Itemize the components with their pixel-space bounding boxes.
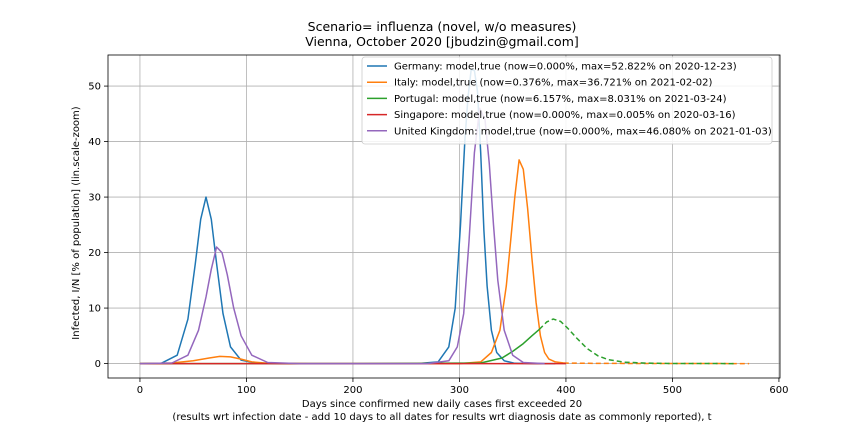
y-tick-label: 50 <box>88 82 101 93</box>
x-tick-label: 200 <box>343 385 362 396</box>
legend-entry-label: United Kingdom: model,true (now=0.000%, … <box>394 126 772 137</box>
y-axis-label: Infected, I/N [% of population] (lin.sca… <box>71 106 82 339</box>
chart-title-line1: Scenario= influenza (novel, w/o measures… <box>308 19 577 34</box>
legend-entry-label: Germany: model,true (now=0.000%, max=52.… <box>394 62 737 73</box>
y-tick-label: 40 <box>88 137 101 148</box>
series-line <box>139 328 540 365</box>
y-tick-label: 10 <box>88 304 101 315</box>
series-line <box>139 159 564 365</box>
series-forecast-line <box>538 318 737 365</box>
series-line <box>139 68 556 365</box>
x-tick-label: 600 <box>769 385 788 396</box>
legend-box <box>361 56 773 145</box>
y-tick-label: 30 <box>88 193 101 204</box>
plot-frame <box>107 54 781 379</box>
legend-entry-label: Singapore: model,true (now=0.000%, max=0… <box>394 110 736 121</box>
legend-entry-label: Portugal: model,true (now=6.157%, max=8.… <box>394 94 727 105</box>
y-axis: 0 10 20 30 40 50 <box>88 82 108 370</box>
y-tick-label: 0 <box>95 359 101 370</box>
x-tick-label: 400 <box>556 385 575 396</box>
chart-title-line2: Vienna, October 2020 [jbudzin@gmail.com] <box>305 34 579 49</box>
legend-entry-label: Italy: model,true (now=0.376%, max=36.72… <box>394 78 713 89</box>
series-forecast-line <box>563 362 750 365</box>
series-group <box>139 68 750 365</box>
legend: Germany: model,true (now=0.000%, max=52.… <box>361 56 773 145</box>
x-axis: 0 100 200 300 400 500 600 <box>137 378 788 396</box>
y-tick-label: 20 <box>88 248 101 259</box>
x-tick-label: 0 <box>137 385 143 396</box>
x-tick-label: 500 <box>663 385 682 396</box>
x-tick-label: 300 <box>450 385 469 396</box>
series-line <box>139 107 545 365</box>
x-axis-label-line2: (results wrt infection date - add 10 day… <box>172 412 711 423</box>
x-tick-label: 100 <box>237 385 256 396</box>
x-axis-label-line1: Days since confirmed new daily cases fir… <box>302 399 582 410</box>
